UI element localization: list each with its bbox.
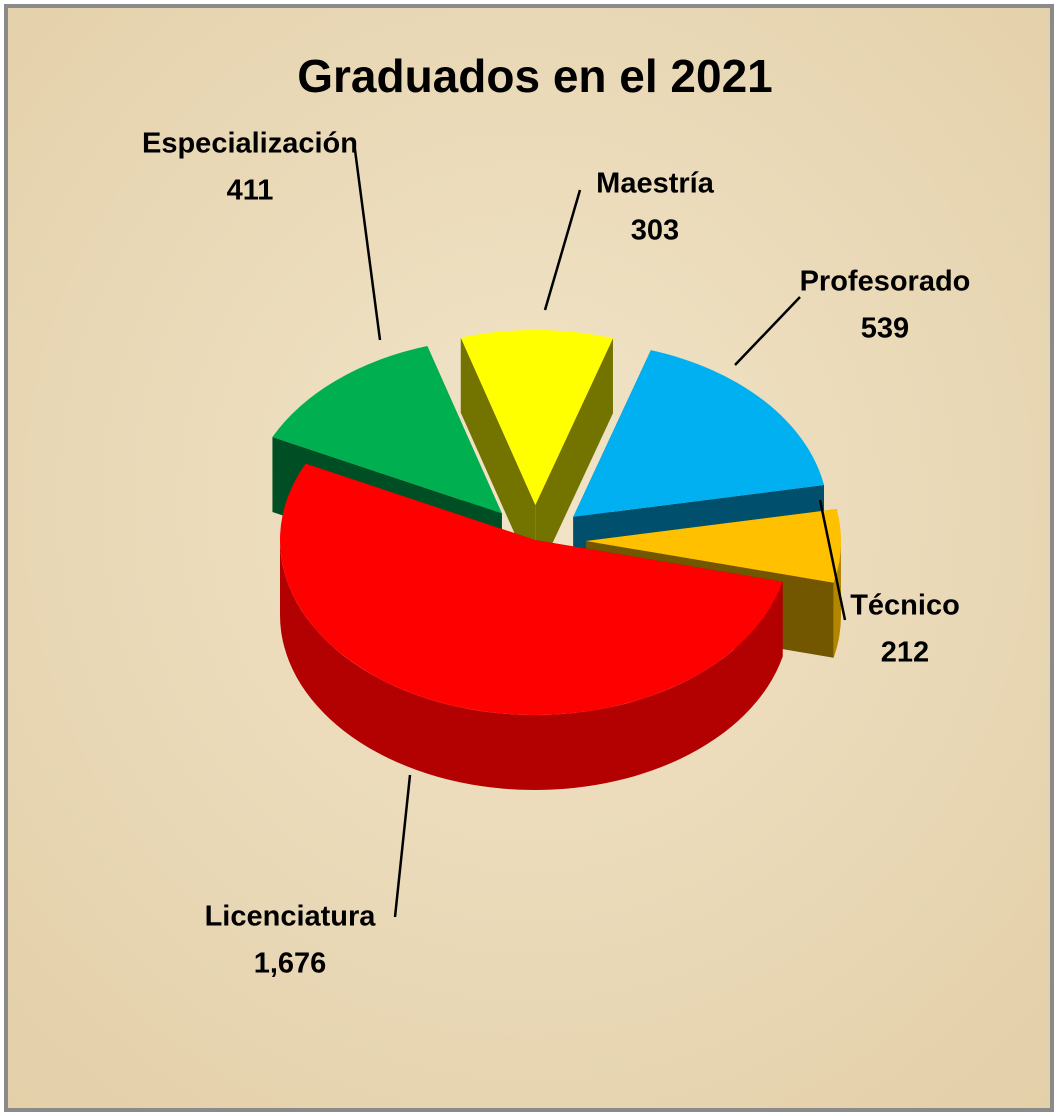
leader-line	[353, 149, 382, 341]
category-label: Especialización	[142, 128, 358, 160]
slice-side	[535, 338, 613, 581]
value-label: 411	[227, 175, 274, 207]
category-label: Profesorado	[800, 266, 971, 298]
leader-line	[393, 774, 412, 918]
slice	[280, 463, 783, 715]
leader-line	[818, 499, 847, 621]
slice-wall	[833, 541, 841, 658]
leader-line	[543, 189, 582, 311]
value-label: 539	[861, 313, 909, 345]
category-label: Maestría	[596, 168, 715, 200]
slice	[573, 350, 824, 517]
slice	[460, 330, 613, 506]
leader-line	[734, 296, 801, 366]
value-label: 303	[631, 215, 679, 247]
category-label: Licenciatura	[205, 901, 377, 933]
slice	[585, 509, 841, 583]
slice-side	[460, 337, 536, 581]
slice-wall	[280, 540, 783, 790]
value-label: 1,676	[254, 948, 327, 980]
category-label: Técnico	[850, 590, 960, 622]
slice	[272, 346, 502, 514]
value-label: 212	[881, 637, 929, 669]
chart-title: Graduados en el 2021	[297, 50, 773, 102]
